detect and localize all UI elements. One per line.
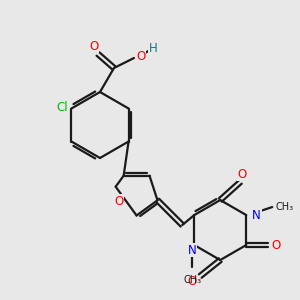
Text: O: O: [272, 238, 281, 251]
Text: N: N: [252, 208, 261, 221]
Text: O: O: [136, 50, 145, 62]
Text: O: O: [115, 195, 124, 208]
Text: O: O: [188, 274, 197, 287]
Text: CH₃: CH₃: [275, 202, 293, 212]
Text: Cl: Cl: [57, 101, 68, 114]
Text: CH₃: CH₃: [183, 275, 201, 285]
Text: H: H: [148, 41, 158, 55]
Text: O: O: [89, 40, 99, 52]
Text: O: O: [238, 167, 247, 181]
Text: N: N: [188, 244, 197, 256]
